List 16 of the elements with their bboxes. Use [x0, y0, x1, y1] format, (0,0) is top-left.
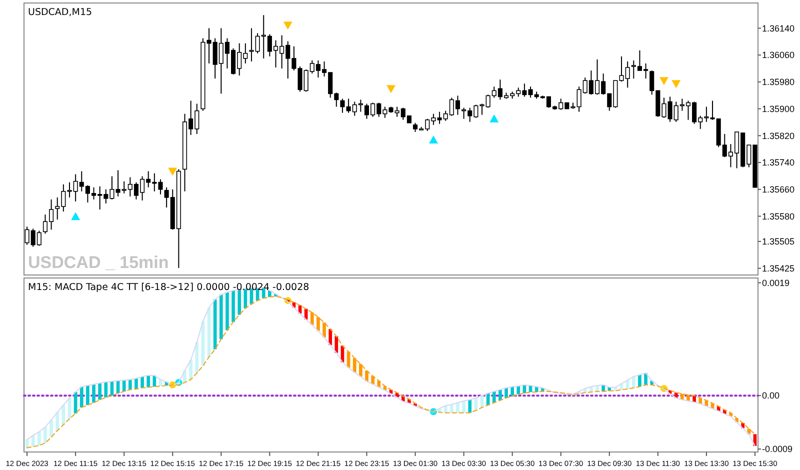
text: M15: MACD Tape 4C TT [6-18->12] 0.0000 -0.0024 -0.0028	[28, 282, 310, 293]
y-tick-label: 0.00	[762, 390, 780, 401]
chart-title: USDCAD,M15	[28, 7, 92, 18]
y-tick-label: 1.35505	[762, 236, 795, 247]
y-tick-label: -0.0009	[762, 444, 793, 454]
y-tick-label: 1.35980	[762, 77, 795, 88]
y-tick-label: 1.35820	[762, 130, 795, 141]
y-tick-label: 1.35900	[762, 104, 795, 114]
annotation: USDCAD _ 15min	[28, 253, 169, 272]
y-tick-label: 1.35580	[762, 211, 795, 222]
y-tick-label: 1.35425	[762, 263, 795, 274]
y-tick-label: 0.0019	[762, 278, 790, 288]
y-tick-label: 1.35660	[762, 184, 795, 195]
y-tick-label: 1.35740	[762, 158, 795, 168]
y-tick-label: 1.36060	[762, 50, 795, 60]
y-tick-label: 1.36140	[762, 23, 795, 34]
